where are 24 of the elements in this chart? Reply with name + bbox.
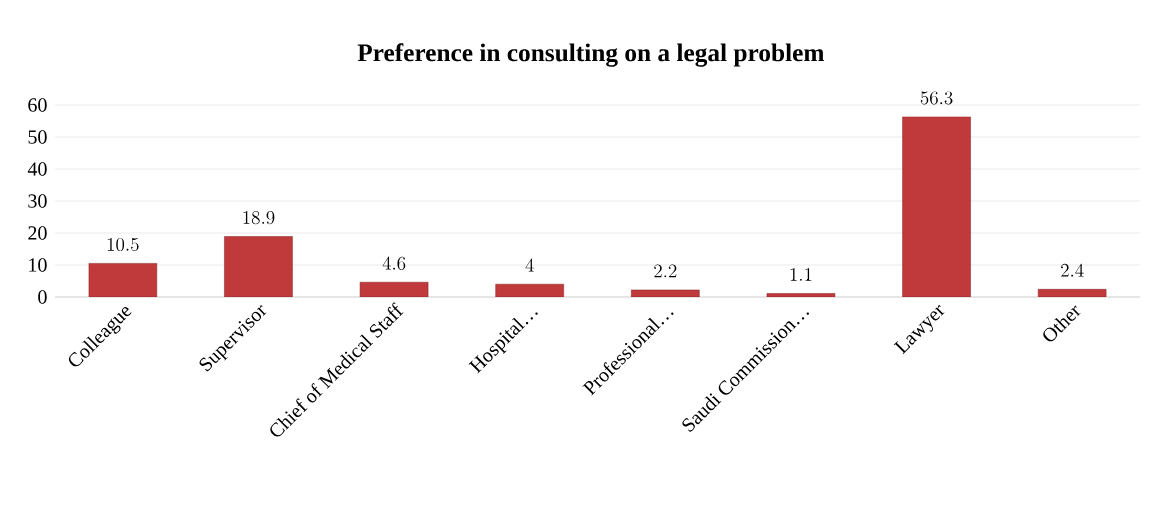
bar (631, 289, 700, 297)
bar (1037, 289, 1107, 297)
chart-title: Preference in consulting on a legal problem (357, 43, 825, 67)
data-label: 10.5 (107, 237, 139, 252)
data-label: 2.2 (654, 264, 677, 278)
y-tick-label: 50 (28, 130, 47, 144)
bar (359, 282, 429, 297)
y-tick-label: 60 (28, 98, 47, 112)
y-tick-label: 0 (38, 290, 47, 304)
data-label: 1 . 1 (790, 268, 812, 281)
bar (766, 293, 836, 297)
data-label: 56.3 (920, 91, 953, 105)
bar (224, 236, 293, 297)
y-tick-label: 20 (28, 226, 47, 240)
y-tick-label: 40 (27, 162, 47, 176)
data-label: 4.6 (382, 256, 406, 270)
bar (495, 283, 564, 297)
bar (902, 116, 971, 297)
data-label: 2.4 (1061, 263, 1084, 277)
data-label: 18.9 (243, 211, 275, 225)
bar (88, 263, 158, 297)
y-tick-label: 30 (28, 194, 47, 208)
data-label: 4 (525, 258, 534, 272)
y-tick-label: 10 (29, 258, 47, 272)
